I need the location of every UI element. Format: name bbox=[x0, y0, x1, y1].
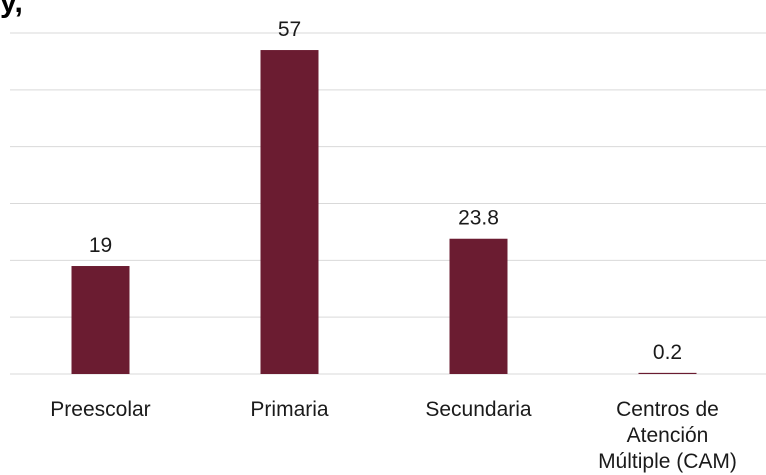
bar bbox=[260, 50, 319, 375]
x-tick-label-line: Primaria bbox=[250, 398, 328, 421]
x-tick-label-line: Atención bbox=[627, 424, 709, 447]
data-label: 57 bbox=[278, 18, 301, 41]
bar bbox=[449, 238, 508, 374]
x-tick-label-line: Preescolar bbox=[50, 398, 150, 421]
data-label: 19 bbox=[89, 234, 112, 257]
x-tick-label: Secundaria bbox=[425, 398, 532, 421]
chart-title-fragment: y, bbox=[0, 0, 23, 19]
x-tick-label-line: Múltiple (CAM) bbox=[598, 450, 737, 473]
data-label: 23.8 bbox=[458, 207, 499, 230]
x-tick-label-line: Secundaria bbox=[425, 398, 532, 421]
x-tick-label: Preescolar bbox=[50, 398, 150, 421]
x-tick-label-line: Centros de bbox=[616, 398, 719, 421]
data-label: 0.2 bbox=[653, 341, 682, 364]
bar bbox=[638, 372, 697, 374]
x-tick-label: Centros de Atención Múltiple (CAM) bbox=[598, 398, 737, 473]
bar bbox=[71, 266, 130, 374]
x-tick-label: Primaria bbox=[250, 398, 328, 421]
